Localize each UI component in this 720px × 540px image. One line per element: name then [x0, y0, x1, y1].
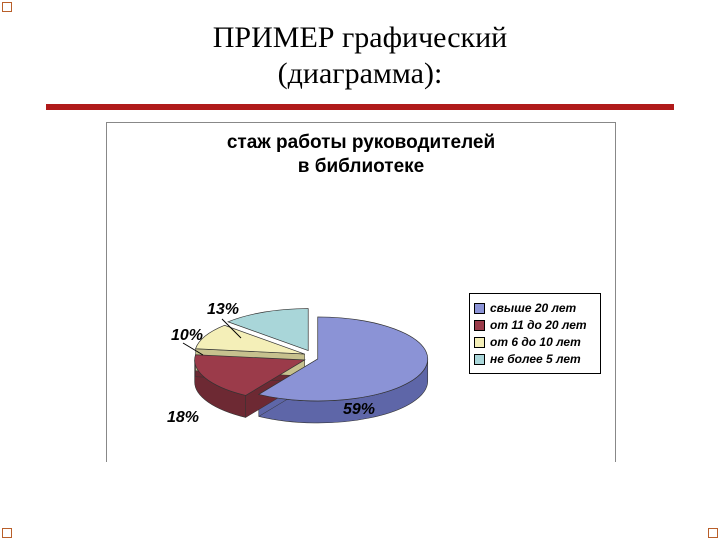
- pct-label-3: 13%: [207, 301, 239, 319]
- title-line2: (диаграмма):: [278, 57, 443, 90]
- legend-swatch: [474, 354, 485, 365]
- legend-item: свыше 20 лет: [474, 301, 596, 315]
- corner-square-br: [708, 528, 718, 538]
- chart-container: стаж работы руководителейв библиотеке 59…: [106, 122, 616, 462]
- corner-square-tl: [2, 2, 12, 12]
- pct-label-0: 59%: [343, 401, 375, 419]
- legend-swatch: [474, 320, 485, 331]
- pct-label-1: 18%: [167, 409, 199, 427]
- legend-swatch: [474, 337, 485, 348]
- legend-item: не более 5 лет: [474, 352, 596, 366]
- legend: свыше 20 лет от 11 до 20 лет от 6 до 10 ле…: [469, 293, 601, 374]
- slide-title: ПРИМЕР графический (диаграмма):: [0, 0, 720, 92]
- title-line1: ПРИМЕР графический: [213, 21, 507, 54]
- legend-label: от 6 до 10 лет: [490, 335, 581, 349]
- corner-square-bl: [2, 528, 12, 538]
- chart-title: стаж работы руководителейв библиотеке: [107, 131, 615, 179]
- legend-label: не более 5 лет: [490, 352, 581, 366]
- title-underline: [46, 104, 674, 110]
- slide: ПРИМЕР графический (диаграмма): стаж раб…: [0, 0, 720, 540]
- pct-label-2: 10%: [171, 327, 203, 345]
- legend-label: от 11 до 20 лет: [490, 318, 587, 332]
- pie-chart: [141, 307, 431, 425]
- legend-label: свыше 20 лет: [490, 301, 576, 315]
- legend-item: от 6 до 10 лет: [474, 335, 596, 349]
- legend-swatch: [474, 303, 485, 314]
- legend-item: от 11 до 20 лет: [474, 318, 596, 332]
